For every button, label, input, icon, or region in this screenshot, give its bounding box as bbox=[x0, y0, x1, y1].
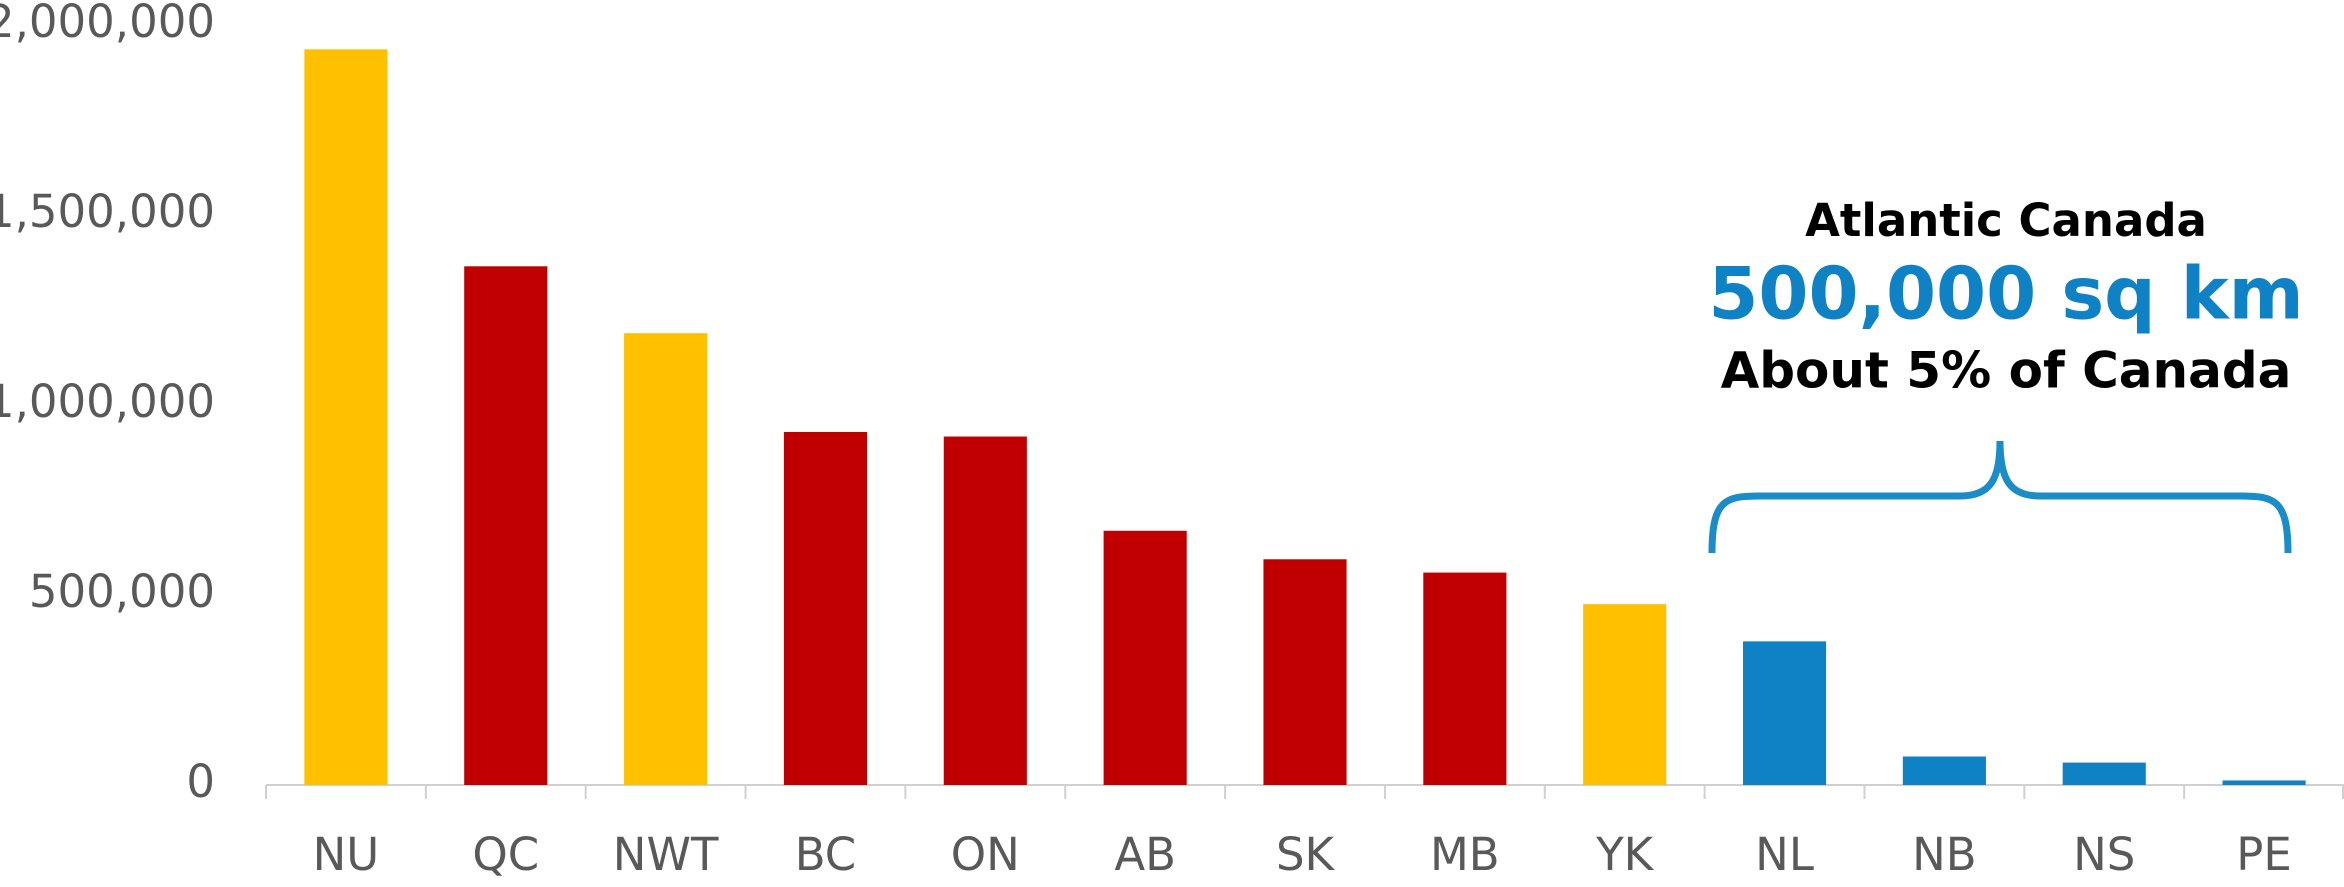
bar bbox=[1103, 530, 1187, 785]
x-tick-label: AB bbox=[1114, 828, 1176, 881]
bar bbox=[2222, 780, 2306, 785]
x-tick-label: YK bbox=[1595, 828, 1654, 881]
y-tick-label: 0 bbox=[186, 755, 215, 808]
bar bbox=[1583, 604, 1667, 785]
bar bbox=[1263, 559, 1347, 785]
y-tick-label: 1,500,000 bbox=[0, 185, 215, 238]
x-tick-label: BC bbox=[795, 828, 857, 881]
x-tick-label: QC bbox=[472, 828, 539, 881]
bar bbox=[943, 436, 1027, 785]
y-tick-label: 500,000 bbox=[29, 565, 215, 618]
bar bbox=[1902, 756, 1986, 785]
x-tick-label: PE bbox=[2236, 828, 2292, 881]
bar bbox=[783, 431, 868, 785]
x-tick-label: NB bbox=[1912, 828, 1977, 881]
bar bbox=[464, 266, 548, 785]
bar bbox=[1742, 641, 1827, 785]
x-tick-label: MB bbox=[1430, 828, 1500, 881]
x-tick-label: NWT bbox=[613, 828, 719, 881]
bar bbox=[1423, 572, 1507, 785]
x-tick-label: SK bbox=[1276, 828, 1336, 881]
y-tick-label: 1,000,000 bbox=[0, 375, 215, 428]
brace bbox=[1708, 440, 2292, 554]
x-tick-label: NS bbox=[2073, 828, 2135, 881]
x-tick-label: NU bbox=[313, 828, 380, 881]
y-tick-label: 2,000,000 bbox=[0, 0, 215, 48]
annotation-note: About 5% of Canada bbox=[1721, 342, 2292, 400]
bar bbox=[2062, 762, 2146, 785]
bar bbox=[624, 333, 708, 785]
annotation-title: Atlantic Canada bbox=[1805, 194, 2207, 247]
annotation-highlight: 500,000 sq km bbox=[1708, 252, 2303, 336]
x-tick-label: NL bbox=[1755, 828, 1814, 881]
x-tick-label: ON bbox=[951, 828, 1020, 881]
bar bbox=[304, 49, 388, 785]
